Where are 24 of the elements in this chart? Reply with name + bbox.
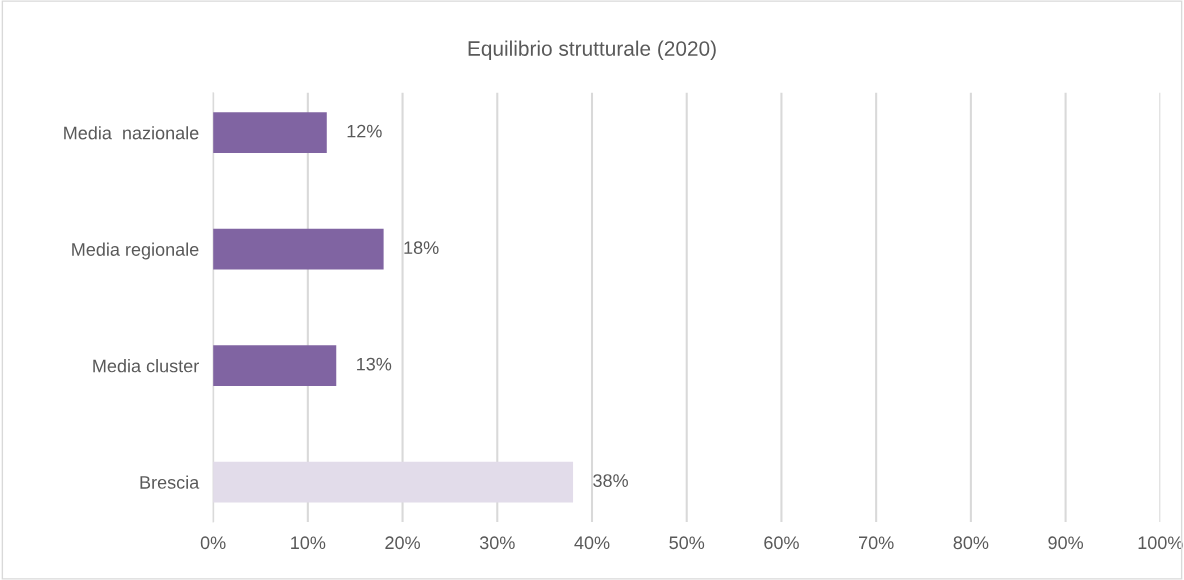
data-label: 18% (404, 241, 439, 255)
x-tick-label: 70% (859, 536, 894, 550)
y-tick-label: Brescia (140, 475, 200, 489)
chart-title: Equilibrio strutturale (2020) (468, 40, 716, 61)
data-label: 13% (357, 357, 392, 371)
bar (213, 112, 327, 154)
y-tick-label: Media cluster (93, 359, 199, 373)
x-tick-label: 10% (291, 536, 326, 550)
x-tick-label: 40% (574, 536, 610, 550)
x-tick-label: 90% (1048, 536, 1084, 550)
y-tick-label: Media regionale (72, 242, 199, 260)
x-tick-label: 80% (953, 536, 989, 550)
x-tick-label: 30% (479, 536, 515, 550)
bar (213, 228, 384, 270)
bar (213, 345, 337, 387)
x-tick-label: 50% (669, 536, 705, 550)
x-tick-label: 0% (200, 536, 226, 550)
x-tick-label: 100% (1138, 536, 1183, 550)
bar (213, 461, 574, 503)
y-tick-label: Media nazionale (64, 126, 199, 140)
data-label: 38% (593, 474, 628, 487)
x-tick-label: 20% (385, 536, 420, 550)
data-label: 12% (347, 124, 382, 138)
x-tick-label: 60% (764, 536, 799, 550)
